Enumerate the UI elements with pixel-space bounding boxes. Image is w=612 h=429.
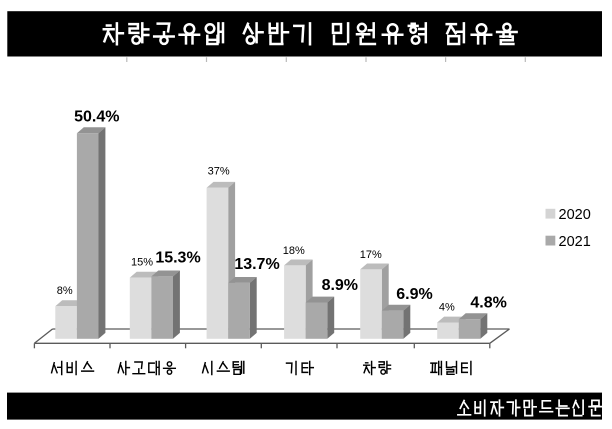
svg-text:15%: 15% xyxy=(131,256,153,268)
svg-text:17%: 17% xyxy=(360,249,382,261)
svg-text:8%: 8% xyxy=(57,285,73,297)
svg-text:50.4%: 50.4% xyxy=(74,109,119,126)
svg-text:13.7%: 13.7% xyxy=(234,256,279,273)
svg-text:4.8%: 4.8% xyxy=(470,294,506,311)
svg-text:4%: 4% xyxy=(439,301,455,313)
svg-text:8.9%: 8.9% xyxy=(322,277,358,294)
svg-text:37%: 37% xyxy=(208,166,230,178)
svg-text:18%: 18% xyxy=(283,245,305,257)
svg-text:2021: 2021 xyxy=(559,234,591,250)
svg-text:2020: 2020 xyxy=(559,207,591,223)
svg-text:15.3%: 15.3% xyxy=(155,249,200,266)
svg-text:6.9%: 6.9% xyxy=(396,286,432,303)
